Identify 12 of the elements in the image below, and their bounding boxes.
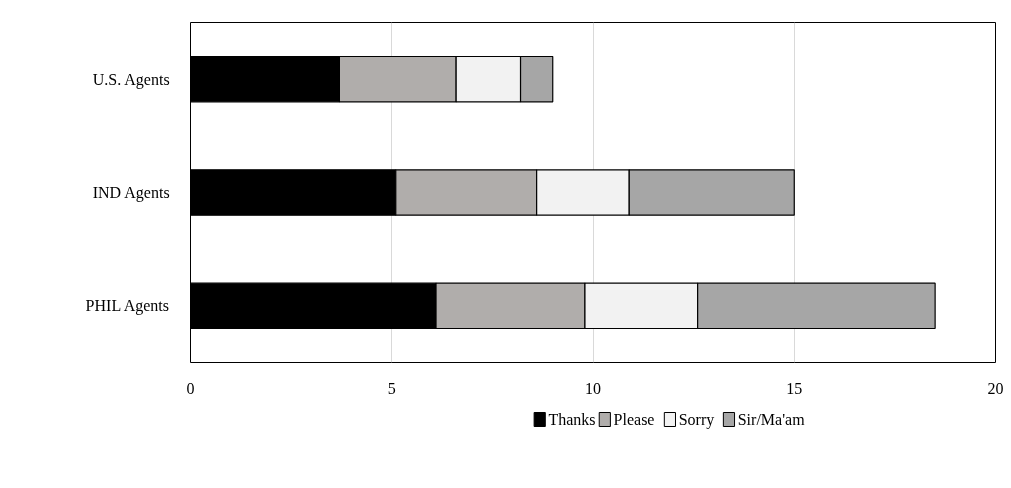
x-tick-label: 5 xyxy=(387,379,396,397)
y-tick-label: U.S. Agents xyxy=(92,70,170,89)
legend-label: Thanks xyxy=(548,411,596,428)
legend-label: Sir/Ma'am xyxy=(737,411,806,428)
y-tick-label: IND Agents xyxy=(92,184,170,202)
x-tick-label: 20 xyxy=(987,379,1004,397)
y-tick-label: PHIL Agents xyxy=(85,297,170,316)
legend-label: Sorry xyxy=(678,411,715,429)
x-tick-label: 10 xyxy=(585,379,601,397)
x-tick-label: 0 xyxy=(186,379,195,397)
x-tick-label: 15 xyxy=(786,379,803,397)
legend-label: Please xyxy=(613,411,655,428)
